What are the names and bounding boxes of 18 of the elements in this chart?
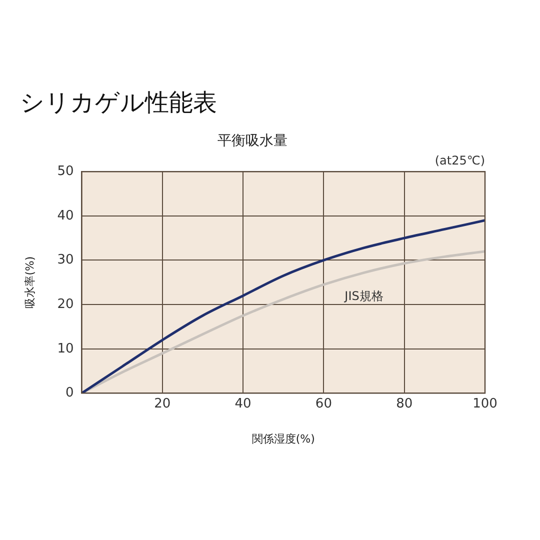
x-axis-title: 関係湿度(%) [252, 432, 315, 446]
line-series [82, 219, 485, 394]
y-tick-label: 30 [57, 252, 74, 268]
chart-title: シリカゲル性能表 [20, 88, 217, 117]
y-tick-label: 40 [57, 208, 74, 224]
y-tick-label: 10 [57, 341, 74, 356]
x-tick-label: 20 [154, 396, 171, 412]
x-tick-label: 80 [396, 396, 413, 412]
y-tick-label: 20 [57, 296, 74, 312]
x-tick-label: 40 [234, 396, 252, 412]
y-tick-label: 0 [65, 386, 74, 401]
x-tick-label: 100 [472, 396, 498, 412]
y-axis-title: 吸水率(%) [23, 256, 36, 308]
text: (at25℃) [434, 154, 485, 168]
y-tick-label: 50 [57, 164, 74, 179]
chart-subtitle: 平衡吸水量 [218, 132, 288, 149]
series-label: JIS規格 [344, 288, 384, 303]
x-tick-label: 60 [315, 396, 332, 412]
